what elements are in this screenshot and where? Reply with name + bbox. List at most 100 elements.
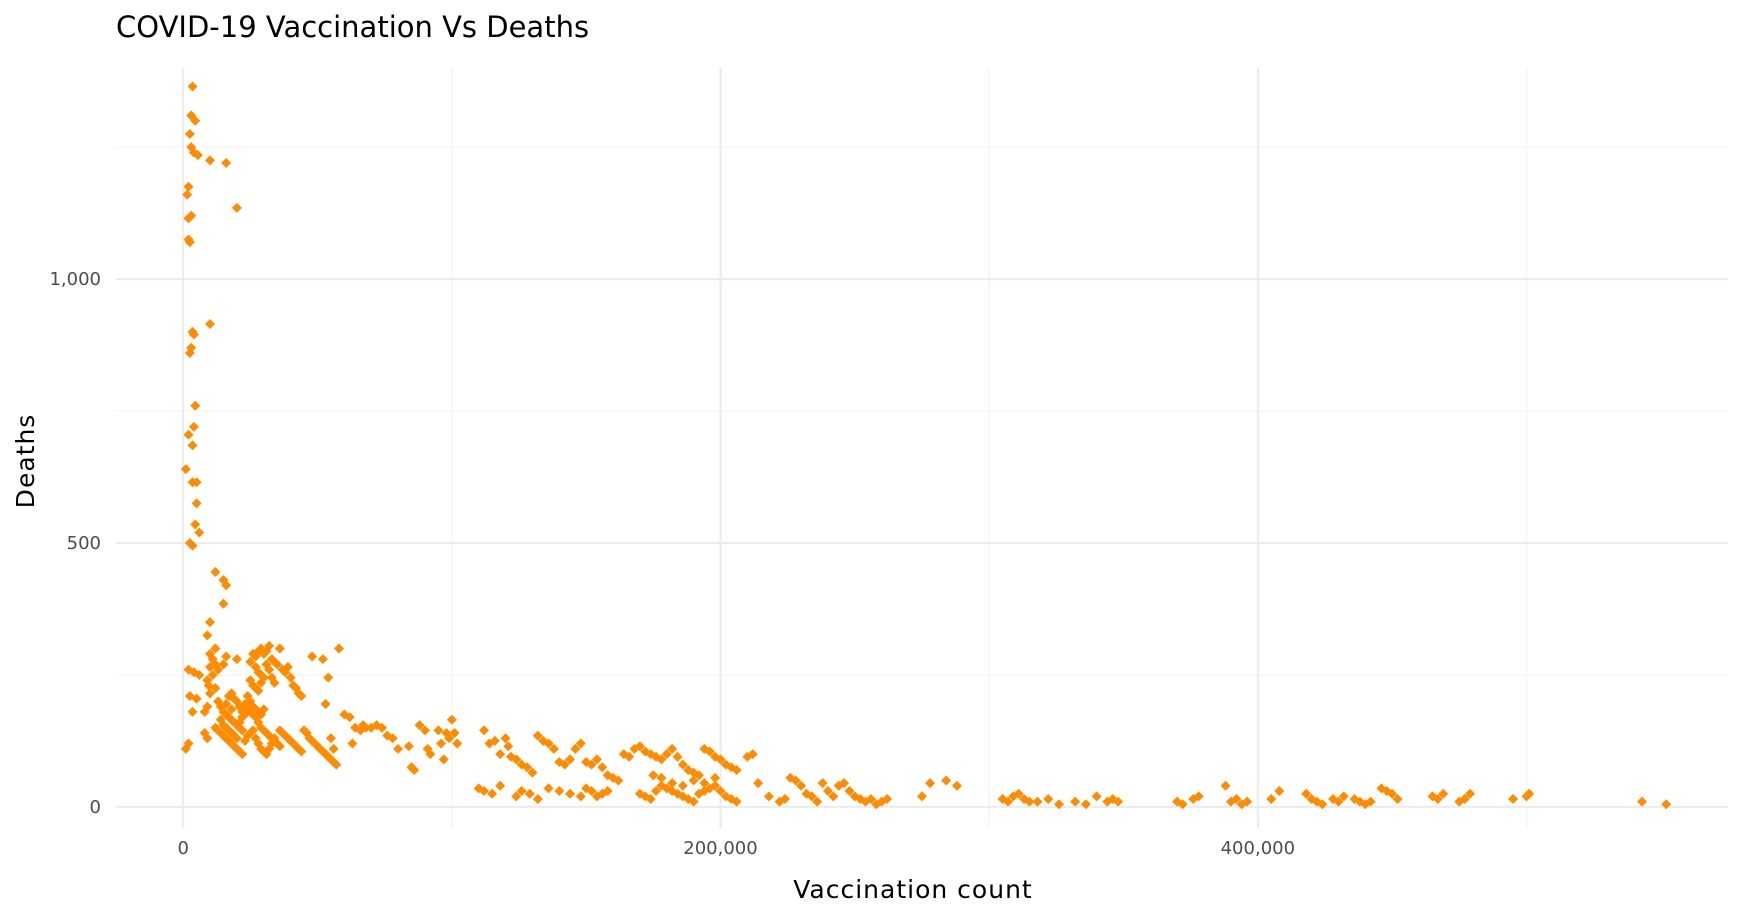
data-point xyxy=(865,793,876,804)
data-point xyxy=(565,754,576,765)
data-point xyxy=(187,540,198,551)
data-point xyxy=(575,791,586,802)
data-point xyxy=(917,791,927,802)
data-point xyxy=(511,791,522,802)
data-point xyxy=(645,793,656,804)
data-point xyxy=(1231,793,1242,804)
data-point xyxy=(433,725,444,736)
data-point xyxy=(269,733,280,744)
data-point xyxy=(1193,791,1204,802)
data-point xyxy=(1459,793,1470,804)
x-tick-label: 400,000 xyxy=(1221,838,1295,859)
data-point xyxy=(1465,788,1476,799)
data-point xyxy=(503,741,514,752)
data-point xyxy=(269,677,280,688)
data-point xyxy=(487,788,498,799)
data-point xyxy=(602,786,613,797)
data-point xyxy=(387,733,398,744)
data-point xyxy=(1392,793,1403,804)
data-point xyxy=(253,685,264,696)
data-point xyxy=(715,786,726,797)
data-point xyxy=(192,150,203,161)
data-point xyxy=(409,764,420,775)
data-point xyxy=(221,698,232,709)
data-point xyxy=(822,786,833,797)
data-point xyxy=(677,780,688,791)
data-point xyxy=(796,780,807,791)
data-point xyxy=(210,567,221,578)
data-point xyxy=(839,778,850,789)
data-point xyxy=(202,733,213,744)
data-point xyxy=(479,725,490,736)
data-point xyxy=(925,778,936,789)
data-point xyxy=(272,659,283,670)
data-point xyxy=(613,775,624,786)
data-point xyxy=(624,751,635,762)
data-point xyxy=(245,656,256,667)
data-point xyxy=(194,669,205,680)
data-point xyxy=(188,329,199,340)
data-point xyxy=(449,728,460,738)
data-point xyxy=(183,181,194,192)
data-point xyxy=(694,770,705,781)
data-point xyxy=(1032,796,1043,807)
data-point xyxy=(264,640,275,651)
data-point xyxy=(677,759,688,770)
data-point xyxy=(205,688,216,699)
data-point xyxy=(524,788,535,799)
data-point xyxy=(205,617,216,628)
data-point xyxy=(425,749,436,760)
chart-title: COVID-19 Vaccination Vs Deaths xyxy=(116,10,589,44)
data-point xyxy=(258,704,269,715)
data-point xyxy=(1177,799,1188,810)
data-point xyxy=(548,743,559,754)
data-point xyxy=(296,746,307,757)
data-point xyxy=(570,743,581,754)
data-point xyxy=(565,788,576,799)
data-point xyxy=(237,706,248,717)
data-point xyxy=(1242,796,1253,807)
data-point xyxy=(1113,796,1124,807)
data-point xyxy=(522,762,533,773)
data-point xyxy=(710,780,721,791)
x-axis-ticks: 0 200,000 400,000 xyxy=(177,838,1295,859)
data-point xyxy=(452,738,463,749)
data-point xyxy=(1661,799,1672,810)
y-tick-label: 0 xyxy=(90,797,101,818)
data-point xyxy=(500,733,511,744)
data-point xyxy=(1070,796,1081,807)
data-point xyxy=(1266,793,1277,804)
data-point xyxy=(188,421,199,432)
data-point xyxy=(532,793,543,804)
data-point xyxy=(221,158,232,168)
data-point xyxy=(651,786,662,797)
data-point xyxy=(688,796,699,807)
data-point xyxy=(479,786,490,797)
data-point xyxy=(213,664,224,675)
data-point xyxy=(1524,788,1535,799)
data-point xyxy=(648,770,659,781)
data-point xyxy=(205,318,216,329)
data-point xyxy=(190,115,201,126)
data-point xyxy=(347,738,358,749)
data-point xyxy=(704,746,715,757)
data-point xyxy=(1043,793,1054,804)
data-point xyxy=(1338,791,1349,802)
data-point xyxy=(317,654,328,665)
data-point xyxy=(323,672,334,683)
y-axis-ticks: 0 500 1,000 xyxy=(49,269,101,818)
data-point xyxy=(828,791,839,802)
data-point xyxy=(699,778,710,789)
data-point xyxy=(1637,796,1648,807)
data-point xyxy=(248,725,259,736)
data-point xyxy=(710,772,721,783)
data-point xyxy=(187,706,198,717)
data-point xyxy=(941,775,952,786)
data-point xyxy=(591,754,602,765)
data-point xyxy=(586,759,597,770)
data-point xyxy=(527,767,538,778)
data-point xyxy=(731,764,742,775)
data-point xyxy=(237,725,248,736)
data-point xyxy=(753,778,764,789)
data-point xyxy=(419,725,430,736)
